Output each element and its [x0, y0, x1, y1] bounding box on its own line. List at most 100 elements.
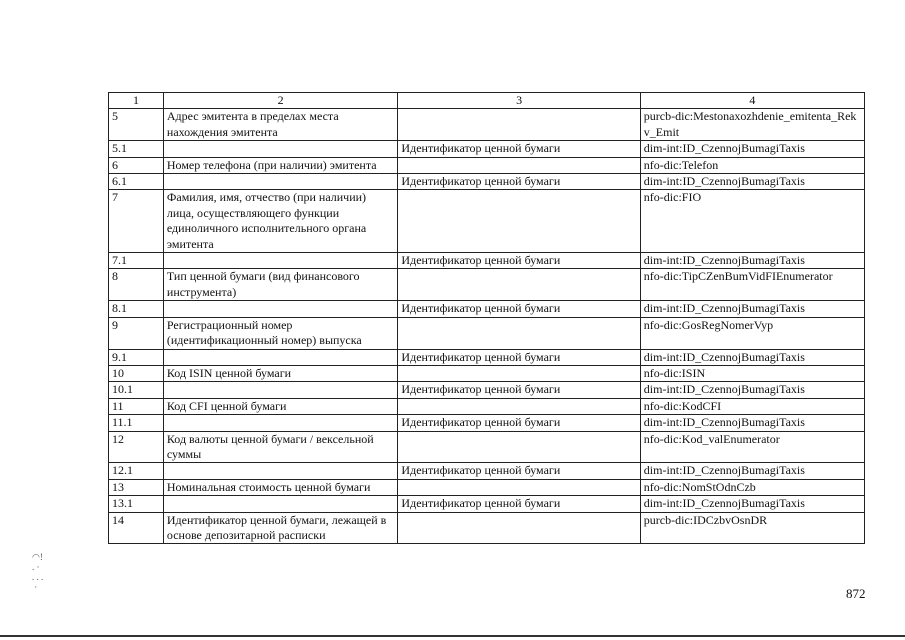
- dimension-cell: [397, 189, 641, 254]
- description-cell: Регистрационный номер (идентификационный…: [162, 316, 399, 350]
- page-number: 872: [846, 586, 866, 601]
- description-cell: Номинальная стоимость ценной бумаги: [162, 478, 399, 497]
- description-cell: [162, 140, 399, 158]
- description-cell: [162, 495, 399, 513]
- table-row: 12 Код валюты ценной бумаги / вексельной …: [108, 430, 866, 464]
- element-cell: dim-int:ID_CzennojBumagiTaxis: [639, 300, 866, 318]
- table-row: 8.1 Идентификатор ценной бумаги dim-int:ID…: [108, 300, 866, 318]
- dimension-cell: [397, 268, 641, 302]
- row-number-cell: 7: [108, 189, 164, 254]
- dimension-cell: Идентификатор ценной бумаги: [397, 300, 641, 318]
- table-row: 10.1 Идентификатор ценной бумаги dim-int:I…: [108, 381, 866, 399]
- description-cell: Код валюты ценной бумаги / вексельной су…: [162, 430, 399, 464]
- row-number-cell: 11.1: [108, 414, 164, 432]
- element-cell: nfo-dic:FIO: [639, 189, 866, 254]
- dimension-cell: [397, 478, 641, 497]
- row-number-cell: 10: [108, 364, 164, 383]
- dimension-cell: [397, 397, 641, 416]
- table-row: 12.1 Идентификатор ценной бумаги dim-int:I…: [108, 462, 866, 480]
- table-row: 7.1 Идентификатор ценной бумаги dim-int:ID…: [108, 252, 866, 270]
- description-cell: Фамилия, имя, отчество (при наличии) лиц…: [162, 189, 399, 254]
- dimension-cell: Идентификатор ценной бумаги: [397, 381, 641, 399]
- element-cell: nfo-dic:NomStOdnCzb: [639, 478, 866, 497]
- table-row: 9.1 Идентификатор ценной бумаги dim-int:ID…: [108, 348, 866, 366]
- row-number-cell: 12: [108, 430, 164, 464]
- table-row: 7 Фамилия, имя, отчество (при наличии) ли…: [108, 189, 866, 254]
- row-number-cell: 13: [108, 478, 164, 497]
- description-cell: Тип ценной бумаги (вид финансового инстр…: [162, 268, 399, 302]
- dimension-cell: [397, 364, 641, 383]
- element-cell: nfo-dic:Telefon: [639, 156, 866, 175]
- dimension-cell: [397, 108, 641, 142]
- header-cell: 1: [108, 91, 164, 110]
- dimension-cell: Идентификатор ценной бумаги: [397, 414, 641, 432]
- row-number-cell: 6.1: [108, 173, 164, 191]
- element-cell: purcb-dic:IDCzbvOsnDR: [639, 511, 866, 545]
- row-number-cell: 8.1: [108, 300, 164, 318]
- table-header-row: 1 2 3 4: [108, 91, 866, 110]
- description-cell: Код ISIN ценной бумаги: [162, 364, 399, 383]
- dimension-cell: Идентификатор ценной бумаги: [397, 462, 641, 480]
- scan-artifact: ◠!. ·. . . ·: [32, 552, 44, 592]
- dimension-cell: [397, 511, 641, 545]
- element-cell: nfo-dic:KodCFI: [639, 397, 866, 416]
- description-cell: [162, 173, 399, 191]
- description-cell: [162, 462, 399, 480]
- table-row: 9 Регистрационный номер (идентификационны…: [108, 316, 866, 350]
- table-row: 11.1 Идентификатор ценной бумаги dim-int:I…: [108, 414, 866, 432]
- element-cell: dim-int:ID_CzennojBumagiTaxis: [639, 252, 866, 270]
- row-number-cell: 9.1: [108, 348, 164, 366]
- element-cell: dim-int:ID_CzennojBumagiTaxis: [639, 495, 866, 513]
- row-number-cell: 8: [108, 268, 164, 302]
- table-row: 8 Тип ценной бумаги (вид финансового инст…: [108, 268, 866, 302]
- dimension-cell: Идентификатор ценной бумаги: [397, 495, 641, 513]
- element-cell: purcb-dic:Mestonaxozhdenie_emitenta_Rekv…: [639, 108, 866, 142]
- table-row: 14 Идентификатор ценной бумаги, лежащей в…: [108, 511, 866, 545]
- header-cell: 3: [397, 91, 641, 110]
- table-row: 6.1 Идентификатор ценной бумаги dim-int:ID…: [108, 173, 866, 191]
- description-cell: Номер телефона (при наличии) эмитента: [162, 156, 399, 175]
- element-cell: nfo-dic:Kod_valEnumerator: [639, 430, 866, 464]
- table-row: 6 Номер телефона (при наличии) эмитента nf…: [108, 156, 866, 175]
- row-number-cell: 11: [108, 397, 164, 416]
- description-cell: Идентификатор ценной бумаги, лежащей в о…: [162, 511, 399, 545]
- description-cell: Адрес эмитента в пределах места нахожден…: [162, 108, 399, 142]
- element-cell: dim-int:ID_CzennojBumagiTaxis: [639, 348, 866, 366]
- element-cell: nfo-dic:GosRegNomerVyp: [639, 316, 866, 350]
- table-row: 13 Номинальная стоимость ценной бумаги nfo…: [108, 478, 866, 497]
- dimension-cell: Идентификатор ценной бумаги: [397, 173, 641, 191]
- element-cell: dim-int:ID_CzennojBumagiTaxis: [639, 381, 866, 399]
- data-table: 1 2 3 4 5 Адрес эмитента в пределах места…: [108, 91, 866, 545]
- element-cell: nfo-dic:ISIN: [639, 364, 866, 383]
- description-cell: [162, 348, 399, 366]
- row-number-cell: 7.1: [108, 252, 164, 270]
- table-row: 13.1 Идентификатор ценной бумаги dim-int:I…: [108, 495, 866, 513]
- dimension-cell: Идентификатор ценной бумаги: [397, 252, 641, 270]
- dimension-cell: [397, 156, 641, 175]
- description-cell: [162, 300, 399, 318]
- row-number-cell: 5: [108, 108, 164, 142]
- row-number-cell: 6: [108, 156, 164, 175]
- description-cell: [162, 381, 399, 399]
- row-number-cell: 13.1: [108, 495, 164, 513]
- element-cell: dim-int:ID_CzennojBumagiTaxis: [639, 140, 866, 158]
- row-number-cell: 12.1: [108, 462, 164, 480]
- dimension-cell: Идентификатор ценной бумаги: [397, 348, 641, 366]
- header-cell: 2: [162, 91, 399, 110]
- dimension-cell: Идентификатор ценной бумаги: [397, 140, 641, 158]
- element-cell: nfo-dic:TipCZenBumVidFIEnumerator: [639, 268, 866, 302]
- table-row: 10 Код ISIN ценной бумаги nfo-dic:ISIN: [108, 364, 866, 383]
- row-number-cell: 10.1: [108, 381, 164, 399]
- row-number-cell: 9: [108, 316, 164, 350]
- description-cell: [162, 252, 399, 270]
- header-cell: 4: [639, 91, 866, 110]
- description-cell: [162, 414, 399, 432]
- table-row: 5 Адрес эмитента в пределах места нахожде…: [108, 108, 866, 142]
- element-cell: dim-int:ID_CzennojBumagiTaxis: [639, 414, 866, 432]
- dimension-cell: [397, 430, 641, 464]
- dimension-cell: [397, 316, 641, 350]
- description-cell: Код CFI ценной бумаги: [162, 397, 399, 416]
- element-cell: dim-int:ID_CzennojBumagiTaxis: [639, 173, 866, 191]
- element-cell: dim-int:ID_CzennojBumagiTaxis: [639, 462, 866, 480]
- row-number-cell: 5.1: [108, 140, 164, 158]
